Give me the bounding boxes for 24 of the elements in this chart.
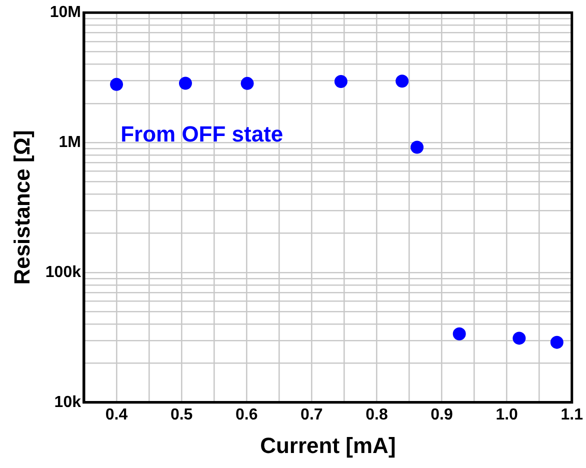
point <box>410 140 424 154</box>
point <box>512 332 526 345</box>
x-tick-label: 0.9 <box>430 406 453 424</box>
point <box>452 327 466 340</box>
point <box>550 336 564 349</box>
x-tick-label: 1.0 <box>496 406 518 424</box>
point <box>334 74 348 88</box>
y-tick-label: 100k <box>45 264 82 281</box>
y-tick-label: 10k <box>54 394 82 411</box>
x-tick-label: 0.5 <box>170 406 193 424</box>
x-tick-label: 0.7 <box>300 406 323 424</box>
point <box>396 74 409 88</box>
point <box>240 76 254 90</box>
x-tick-label: 0.4 <box>105 406 128 424</box>
y-axis-title: Resistance [Ω] <box>9 130 34 285</box>
x-tick-label: 0.8 <box>366 406 388 424</box>
annotation: From OFF state <box>120 121 284 146</box>
x-axis-title: Current [mA] <box>260 432 396 458</box>
point <box>178 76 192 90</box>
y-tick-label: 1M <box>58 134 81 151</box>
y-tick-label: 10M <box>50 4 81 22</box>
x-tick-label: 1.1 <box>560 406 584 424</box>
x-tick-label: 0.6 <box>235 406 258 424</box>
point <box>110 78 124 91</box>
